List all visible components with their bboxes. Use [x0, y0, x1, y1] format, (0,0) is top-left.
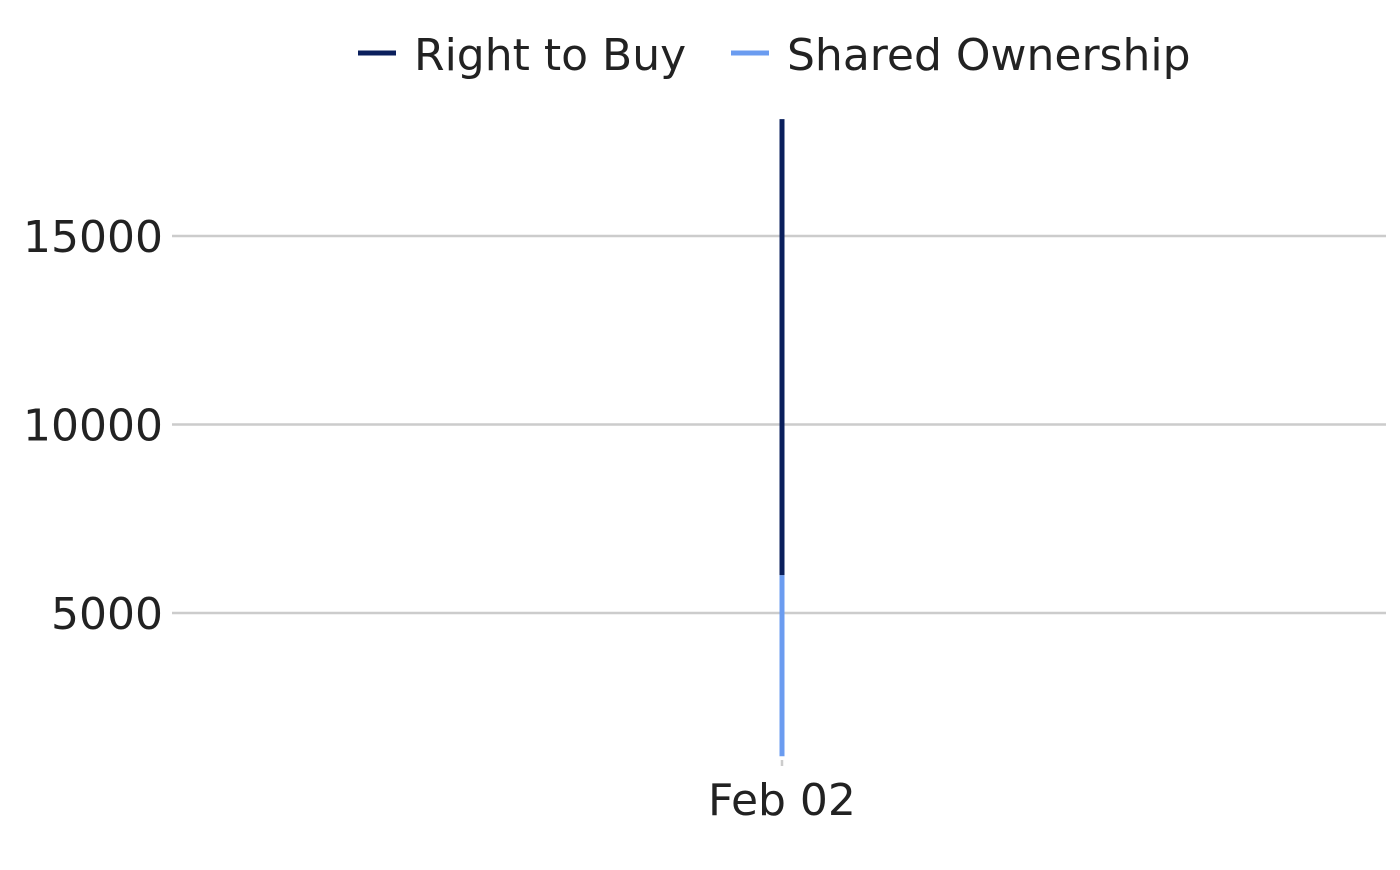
y-tick-label-10000: 10000	[23, 401, 163, 452]
legend-item-right-to-buy[interactable]: Right to Buy	[358, 30, 686, 81]
legend-item-shared-ownership[interactable]: Shared Ownership	[731, 30, 1191, 81]
y-tick-label-5000: 5000	[51, 589, 163, 640]
x-axis-ticks: Feb 02	[708, 760, 856, 826]
x-tick-label: Feb 02	[708, 775, 856, 826]
y-axis-ticks: 5000 10000 15000	[23, 212, 163, 640]
legend-label-shared-ownership: Shared Ownership	[787, 30, 1191, 81]
y-tick-label-15000: 15000	[23, 212, 163, 263]
legend-label-right-to-buy: Right to Buy	[414, 30, 686, 81]
gridlines	[172, 234, 1386, 615]
legend: Right to Buy Shared Ownership	[358, 30, 1191, 81]
